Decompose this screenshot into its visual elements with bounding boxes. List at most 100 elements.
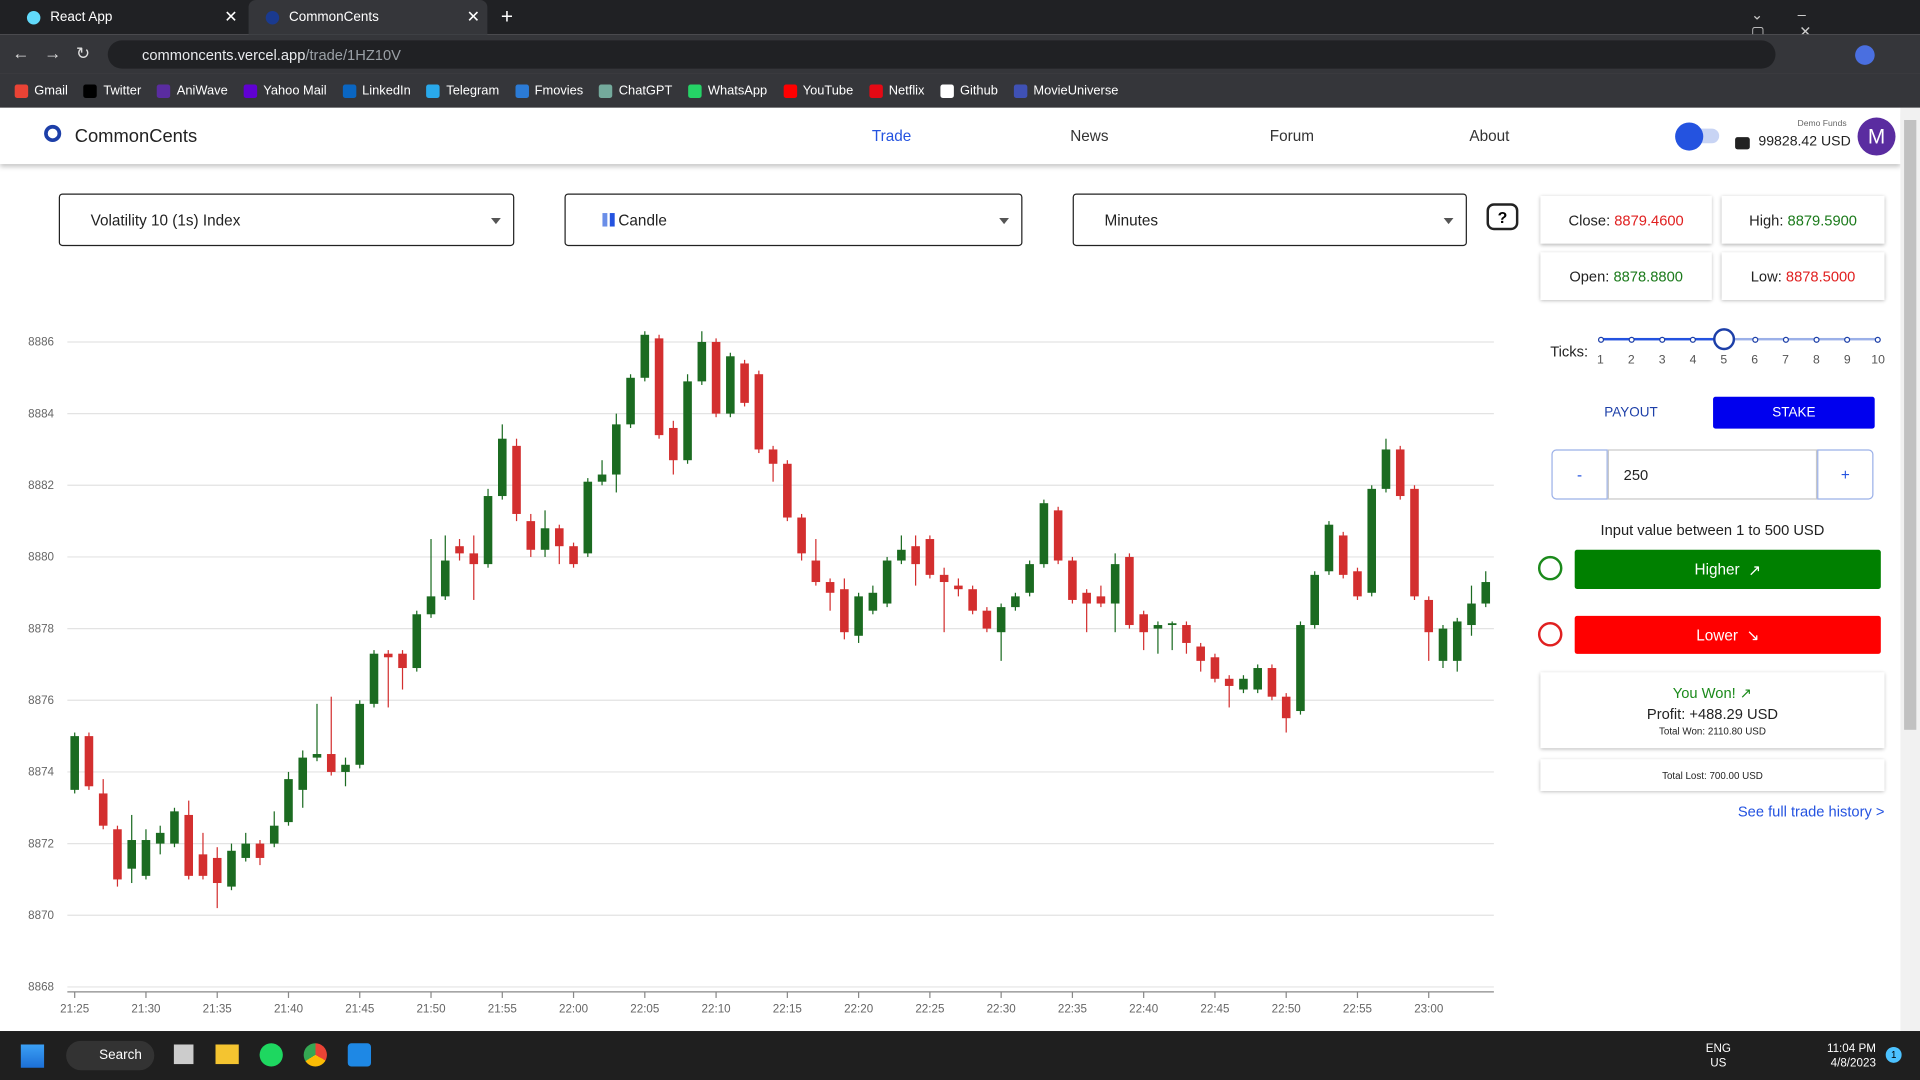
- candle-body: [84, 736, 94, 787]
- caret: [491, 217, 501, 225]
- candle-body: [1167, 623, 1177, 626]
- quote-card: Close: 8879.4600: [1540, 195, 1712, 244]
- symbol-select[interactable]: Volatility 10 (1s) Index: [58, 193, 515, 247]
- higher-button[interactable]: Higher ↗: [1574, 549, 1881, 589]
- bookmark[interactable]: Telegram: [426, 83, 499, 98]
- notification-badge[interactable]: 1: [1885, 1046, 1902, 1063]
- slider-dot[interactable]: [1782, 336, 1789, 343]
- bookmark[interactable]: Gmail: [14, 83, 68, 98]
- new-tab[interactable]: +: [500, 4, 513, 29]
- candle-body: [70, 736, 79, 790]
- slider-dot[interactable]: [1628, 336, 1635, 343]
- candle-body: [127, 840, 136, 869]
- decrease-button[interactable]: -: [1551, 449, 1608, 500]
- x-tick-label: 22:05: [630, 1003, 659, 1016]
- bookmark[interactable]: Github: [940, 83, 998, 98]
- quote-label: Open:: [1569, 267, 1610, 285]
- bookmark[interactable]: MovieUniverse: [1013, 83, 1119, 98]
- candle-body: [697, 341, 707, 382]
- bookmark-label: AniWave: [176, 83, 228, 98]
- candle-body: [212, 857, 222, 884]
- nav-buttons[interactable]: ←→↻: [12, 42, 105, 63]
- nav-link[interactable]: Forum: [1269, 127, 1315, 145]
- avatar[interactable]: M: [1857, 117, 1896, 156]
- ticks-slider[interactable]: 1 2 3 4 5 6 7 8 9 10: [1592, 324, 1892, 373]
- spotify-icon[interactable]: [259, 1043, 283, 1067]
- x-tick-label: 23:00: [1414, 1003, 1444, 1016]
- logo: [44, 124, 62, 143]
- bookmark[interactable]: LinkedIn: [342, 83, 411, 98]
- bookmark[interactable]: Yahoo Mail: [243, 83, 327, 98]
- nav-link[interactable]: News: [1070, 127, 1109, 145]
- tab[interactable]: CommonCents ✕: [248, 0, 488, 35]
- nav-link[interactable]: Trade: [871, 127, 912, 145]
- slider-dot[interactable]: [1751, 336, 1758, 343]
- candle-body: [868, 592, 878, 611]
- taskbar-search[interactable]: Search: [66, 1040, 155, 1071]
- help-button[interactable]: ?: [1486, 203, 1519, 231]
- result-total-won: Total Won: 2110.80 USD: [1658, 725, 1766, 737]
- increase-button[interactable]: +: [1817, 449, 1874, 500]
- bookmark[interactable]: WhatsApp: [688, 83, 767, 98]
- bookmark[interactable]: Twitter: [83, 83, 141, 98]
- start-button[interactable]: [20, 1044, 45, 1068]
- candle-body: [840, 589, 849, 633]
- bookmark-label: MovieUniverse: [1033, 83, 1119, 98]
- clock[interactable]: 11:04 PM 4/8/2023: [1817, 1042, 1876, 1071]
- candle-body: [298, 757, 308, 790]
- candle-body: [569, 546, 578, 565]
- candle-body: [326, 754, 336, 772]
- tab-close[interactable]: ✕: [466, 7, 480, 26]
- bookmark[interactable]: YouTube: [783, 83, 853, 98]
- bookmark[interactable]: Netflix: [869, 83, 924, 98]
- quote-value: 8879.4600: [1614, 211, 1684, 229]
- y-tick-label: 8884: [28, 407, 54, 420]
- tab-close[interactable]: ✕: [224, 7, 238, 26]
- candle-body: [897, 549, 906, 561]
- slider-thumb[interactable]: [1712, 328, 1735, 351]
- bookmark[interactable]: AniWave: [157, 83, 228, 98]
- candle-body: [341, 764, 350, 772]
- slider-dot[interactable]: [1689, 336, 1697, 343]
- interval-select[interactable]: Minutes: [1072, 193, 1467, 247]
- profile-icon[interactable]: [1855, 45, 1875, 65]
- task-view[interactable]: [173, 1044, 194, 1065]
- tab[interactable]: React App ✕: [10, 0, 245, 34]
- slider-dot[interactable]: [1659, 336, 1666, 343]
- payout-tab[interactable]: PAYOUT: [1604, 405, 1658, 420]
- bookmark[interactable]: ChatGPT: [599, 83, 672, 98]
- quote-card: Low: 8878.5000: [1721, 252, 1885, 300]
- bookmark[interactable]: Fmovies: [515, 83, 583, 98]
- stake-tab[interactable]: STAKE: [1713, 396, 1875, 429]
- candle-body: [797, 517, 806, 554]
- slider-dot[interactable]: [1875, 336, 1882, 343]
- slider-dot[interactable]: [1597, 336, 1604, 343]
- nav-link[interactable]: About: [1469, 127, 1510, 145]
- stake-hint: Input value between 1 to 500 USD: [1600, 521, 1825, 539]
- url-field[interactable]: commoncents.vercel.app/trade/1HZ10V: [107, 40, 1776, 69]
- wallet-icon: [1735, 137, 1750, 150]
- stake-input[interactable]: 250: [1607, 449, 1818, 500]
- lower-button[interactable]: Lower ↘: [1574, 615, 1881, 654]
- chrome-icon[interactable]: [303, 1043, 327, 1067]
- tab-icon: [265, 10, 280, 24]
- candle-body: [996, 607, 1006, 633]
- scrollbar-thumb[interactable]: [1904, 120, 1917, 730]
- candle-body: [512, 445, 521, 514]
- explorer-icon[interactable]: [215, 1044, 239, 1065]
- history-link[interactable]: See full trade history >: [1737, 803, 1885, 821]
- chart-style-select[interactable]: Candle: [564, 193, 1023, 247]
- theme-toggle[interactable]: [1675, 122, 1704, 151]
- slider-dot[interactable]: [1844, 336, 1851, 343]
- candle-body: [284, 779, 293, 823]
- candle-body: [939, 574, 949, 583]
- slider-dot[interactable]: [1813, 336, 1820, 343]
- candlestick-chart: 8868 8870 8872 8874 8876 8878 8880 8882 8884 8886…: [28, 331, 1494, 1016]
- language[interactable]: ENG US: [1706, 1042, 1731, 1071]
- vscode-icon[interactable]: [347, 1043, 372, 1067]
- candle-body: [1110, 564, 1120, 604]
- candle-body: [1324, 524, 1334, 572]
- brand[interactable]: CommonCents: [74, 126, 198, 147]
- bookmark-icon: [940, 83, 954, 98]
